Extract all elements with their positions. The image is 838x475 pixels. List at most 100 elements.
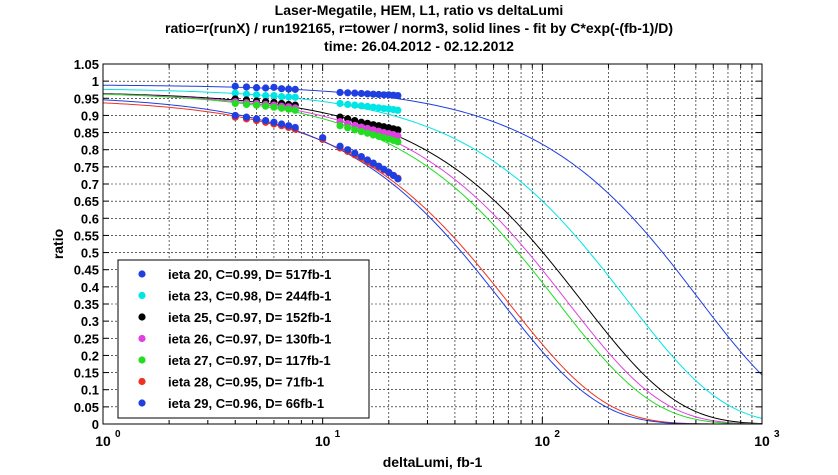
data-point [285, 93, 293, 101]
data-points [231, 82, 402, 183]
data-point [285, 122, 293, 130]
data-point [242, 90, 251, 98]
legend-entry: ieta 27, C=0.97, D= 117fb-1 [168, 353, 331, 368]
legend-marker [138, 356, 146, 364]
y-tick-label: 0.8 [81, 143, 99, 158]
data-point [231, 99, 239, 108]
y-tick-label: 0.1 [81, 383, 99, 398]
data-point [369, 103, 377, 111]
data-point [231, 89, 239, 97]
data-point [394, 175, 402, 183]
data-point [336, 88, 344, 97]
y-tick-label: 0.4 [81, 280, 100, 295]
data-point [369, 121, 377, 129]
fit-curve [102, 93, 763, 425]
data-point [363, 102, 372, 111]
fit-curve [102, 88, 763, 419]
data-point [277, 92, 286, 101]
data-point [291, 93, 299, 101]
x-tick-label: 10 [754, 433, 770, 449]
x-tick-label-exponent: 1 [335, 429, 341, 440]
data-point [394, 138, 402, 146]
legend-entry: ieta 23, C=0.98, D= 244fb-1 [168, 289, 331, 304]
data-point [369, 90, 377, 98]
data-point [375, 90, 383, 99]
y-tick-label: 1 [92, 74, 99, 89]
legend-marker [138, 291, 146, 300]
legend-marker [138, 377, 146, 386]
data-point [252, 115, 261, 123]
legend-marker [138, 313, 146, 321]
data-point [351, 101, 359, 109]
legend-entry: ieta 29, C=0.96, D= 66fb-1 [168, 396, 324, 411]
y-tick-label: 0.2 [81, 348, 99, 363]
y-tick-label: 0.05 [74, 400, 99, 415]
data-point [262, 102, 270, 110]
data-point [394, 126, 402, 134]
y-tick-label: 0.3 [81, 314, 99, 329]
fit-curve [102, 102, 762, 425]
legend-entry: ieta 28, C=0.95, D= 71fb-1 [168, 375, 324, 390]
data-point [394, 91, 402, 100]
fit-curve [102, 84, 763, 376]
data-point [351, 149, 359, 157]
data-point [357, 89, 365, 98]
y-tick-label: 0.6 [81, 211, 99, 226]
chart-title-line-2: ratio=r(runX) / run192165, r=tower / nor… [165, 20, 673, 36]
y-tick-label: 0.75 [74, 160, 99, 175]
data-point [319, 134, 327, 142]
data-point [394, 106, 402, 114]
data-point [262, 91, 270, 100]
y-tick-label: 0.25 [74, 331, 99, 346]
data-point [242, 113, 251, 121]
data-point [285, 105, 293, 113]
data-point [369, 159, 377, 167]
data-point [363, 129, 372, 137]
data-point [369, 131, 377, 139]
y-tick-labels: 0 0.05 0.1 0.15 0.2 0.25 0.3 0.35 0.4 0.45 0.5 0.55… [74, 57, 100, 432]
data-point [252, 84, 261, 92]
data-point [344, 89, 352, 97]
legend-entry: ieta 25, C=0.97, D= 152fb-1 [168, 310, 331, 325]
y-tick-label: 0.5 [81, 246, 99, 261]
data-point [344, 100, 352, 109]
legend-marker [138, 270, 146, 278]
x-tick-label: 10 [95, 433, 111, 449]
x-tick-label-exponent: 2 [554, 429, 560, 440]
data-point [231, 82, 239, 90]
chart-title-line-3: time: 26.04.2012 - 02.12.2012 [324, 38, 514, 54]
data-point [351, 126, 359, 134]
fit-curve [102, 93, 763, 425]
plot-frame [102, 63, 763, 425]
data-point [262, 84, 270, 92]
x-tick-labels: 10 0 10 1 10 2 10 3 [95, 429, 780, 449]
data-point [357, 152, 365, 161]
data-point [336, 122, 344, 130]
data-point [363, 119, 372, 127]
grid-lines [103, 64, 762, 424]
y-tick-label: 0.85 [74, 126, 99, 141]
y-tick-label: 0 [92, 417, 99, 432]
y-tick-label: 0.7 [81, 177, 99, 192]
data-point [357, 127, 365, 136]
data-point [277, 120, 286, 128]
data-point [291, 123, 299, 132]
y-tick-label: 0.95 [74, 91, 99, 106]
fit-curve [102, 93, 763, 425]
legend-box [117, 259, 370, 419]
y-tick-label: 0.55 [74, 228, 99, 243]
data-point [336, 99, 344, 108]
chart-title-line-1: Laser-Megatile, HEM, L1, ratio vs deltaL… [274, 2, 564, 18]
data-point [231, 111, 239, 120]
data-point [262, 116, 270, 125]
data-point [344, 124, 352, 132]
data-point [336, 142, 344, 150]
y-axis-label: ratio [50, 229, 66, 259]
y-tick-label: 0.65 [74, 194, 99, 209]
x-axis-label: deltaLumi, fb-1 [383, 454, 483, 470]
y-tick-label: 0.9 [81, 108, 99, 123]
data-point [369, 126, 377, 134]
data-point [291, 85, 299, 93]
fit-curve [102, 99, 762, 425]
